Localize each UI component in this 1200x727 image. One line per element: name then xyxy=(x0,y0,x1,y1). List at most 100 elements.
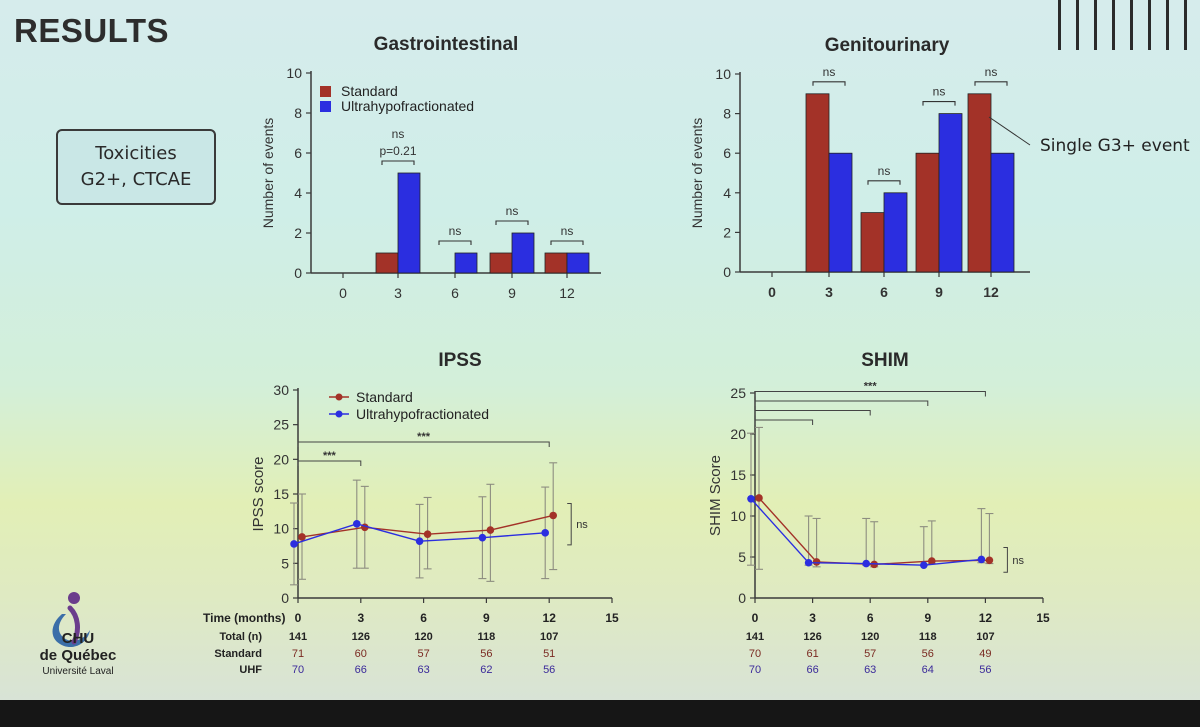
gi-x-tick-label: 9 xyxy=(508,285,516,301)
shim-point-uhf-12 xyxy=(977,555,986,564)
ipss-title: IPSS xyxy=(438,350,481,371)
ipss-n-value: 56 xyxy=(480,648,492,660)
chu-logo: CHU de Québec Université Laval xyxy=(18,590,128,695)
gi-y-tick-label: 10 xyxy=(286,65,302,81)
gu-sig-bracket xyxy=(867,180,901,185)
gi-x-tick-label: 0 xyxy=(339,285,347,301)
page-title: RESULTS xyxy=(14,12,170,49)
gu-sig-label: ns xyxy=(878,164,891,178)
ipss-n-value: 66 xyxy=(355,664,367,676)
ipss-y-tick-label: 25 xyxy=(273,417,289,433)
shim-point-uhf-3 xyxy=(804,558,813,567)
shim-n-value: 118 xyxy=(919,631,937,643)
shim-point-uhf-6 xyxy=(862,559,870,568)
ipss-point-standard-9 xyxy=(486,526,495,534)
shim-sig-bracket xyxy=(754,410,871,416)
shim-y-tick-label: 25 xyxy=(730,385,746,401)
gu-x-tick-label: 3 xyxy=(825,284,833,300)
decorative-lines xyxy=(1058,0,1200,52)
gi-sig-label: p=0.21 xyxy=(379,144,416,158)
shim-ns-bracket xyxy=(1003,546,1008,573)
shim-x-tick-label: 15 xyxy=(1036,611,1050,625)
shim-y-label: SHIM Score xyxy=(707,455,724,536)
legend-marker-0 xyxy=(335,393,343,401)
gi-sig-bracket xyxy=(438,240,472,245)
gi-y-tick-label: 2 xyxy=(294,225,302,241)
gu-bar-uhf-3 xyxy=(828,152,853,273)
ipss-sig-bracket xyxy=(297,460,362,466)
ipss-point-uhf-9 xyxy=(478,533,487,542)
gi-sig-bracket xyxy=(550,240,584,245)
legend-marker-1 xyxy=(335,410,343,418)
gi-legend-uhf: Ultrahypofractionated xyxy=(341,98,474,114)
shim-x-tick-label: 12 xyxy=(979,611,993,625)
gi-x-tick-label: 12 xyxy=(559,285,575,301)
shim-n-value: 56 xyxy=(922,648,934,660)
slide: RESULTS Toxicities G2+, CTCAE Gastrointe… xyxy=(0,0,1200,700)
gi-sig-label: ns xyxy=(561,224,574,238)
charts-canvas: Gastrointestinal 0 2 4 6 8 10 Number of events 0… xyxy=(203,34,1190,676)
shim-n-value: 64 xyxy=(922,664,934,676)
gi-legend-standard: Standard xyxy=(341,83,398,99)
gu-y-tick-label: 6 xyxy=(723,145,731,161)
shim-n-value: 141 xyxy=(746,631,764,643)
ipss-x-tick-label: 3 xyxy=(357,611,364,625)
gu-y-tick-label: 8 xyxy=(723,106,731,122)
shim-point-standard-9 xyxy=(928,557,936,565)
shim-n-value: 126 xyxy=(803,631,821,643)
ipss-point-uhf-3 xyxy=(353,520,361,528)
ipss-ns-bracket xyxy=(567,502,572,546)
gi-legend-swatch-uhf xyxy=(320,101,331,112)
logo-line-3: Université Laval xyxy=(42,666,114,677)
ipss-y-tick-label: 30 xyxy=(273,382,289,398)
shim-n-value: 107 xyxy=(976,631,994,643)
gi-sig-label: ns xyxy=(392,127,405,141)
shim-n-value: 66 xyxy=(806,664,818,676)
shim-n-value: 120 xyxy=(861,631,879,643)
shim-n-value: 70 xyxy=(749,664,761,676)
gu-sig-label: ns xyxy=(985,65,998,79)
gu-sig-bracket xyxy=(974,81,1008,86)
logo-line-1: CHU xyxy=(61,630,95,647)
gi-sig-bracket xyxy=(381,160,415,165)
shim-ns-label: ns xyxy=(1012,555,1024,567)
ipss-n-value: 63 xyxy=(417,664,429,676)
gu-y-label: Number of events xyxy=(689,118,705,229)
shim-y-tick-label: 15 xyxy=(730,467,746,483)
gi-sig-label: ns xyxy=(449,224,462,238)
gu-x-tick-label: 12 xyxy=(983,284,999,300)
gu-callout-line xyxy=(988,116,1031,146)
ipss-point-standard-12 xyxy=(549,511,557,520)
shim-sig-bracket xyxy=(754,419,814,425)
shim-point-standard-3 xyxy=(812,558,821,566)
gu-bar-uhf-12 xyxy=(990,152,1015,273)
shim-title: SHIM xyxy=(861,350,909,371)
gi-y-tick-label: 4 xyxy=(294,185,302,201)
gu-bar-uhf-6 xyxy=(883,192,908,273)
ipss-sig-label: *** xyxy=(417,431,431,443)
logo-mark-icon xyxy=(52,592,90,648)
shim-y-tick-label: 0 xyxy=(738,590,746,606)
logo-line-2: de Québec xyxy=(39,647,117,664)
ipss-y-tick-label: 10 xyxy=(273,521,289,537)
ipss-point-uhf-12 xyxy=(541,529,549,537)
ipss-y-tick-label: 20 xyxy=(273,451,289,467)
gu-sig-label: ns xyxy=(823,65,836,79)
gi-bar-standard-9 xyxy=(489,252,513,274)
ipss-y-tick-label: 0 xyxy=(281,590,289,606)
gi-bar-uhf-3 xyxy=(397,172,421,274)
gi-y-label: Number of events xyxy=(260,118,276,229)
ipss-sig-label: *** xyxy=(323,450,337,462)
legend-label-0: Standard xyxy=(356,389,413,405)
gu-y-tick-label: 4 xyxy=(723,185,731,201)
shim-n-value: 70 xyxy=(749,648,761,660)
gi-sig-label: ns xyxy=(506,204,519,218)
shim-sig-bracket xyxy=(754,400,929,406)
gu-bar-uhf-9 xyxy=(938,113,963,273)
ipss-n-row-label: Total (n) xyxy=(219,631,262,643)
ipss-n-value: 71 xyxy=(292,648,304,660)
bottom-bar xyxy=(0,700,1200,727)
shim-point-uhf-9 xyxy=(920,561,928,569)
shim-x-tick-label: 6 xyxy=(867,611,874,625)
gu-sig-bracket xyxy=(812,81,846,86)
